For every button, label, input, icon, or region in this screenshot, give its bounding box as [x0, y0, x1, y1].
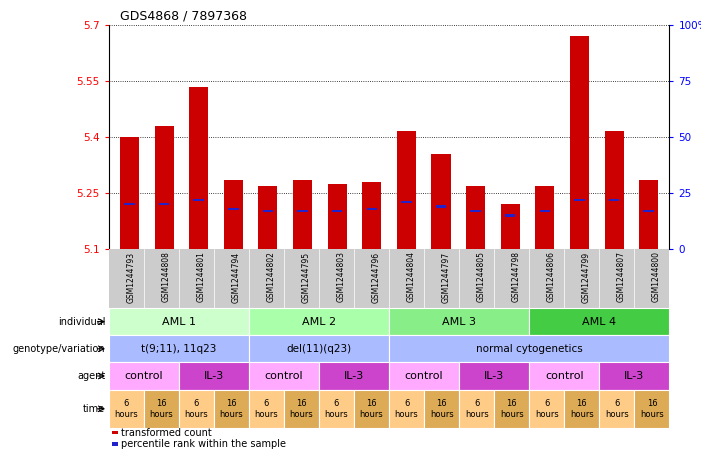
Bar — [540, 210, 550, 212]
Bar — [228, 207, 238, 210]
Text: 16
hours: 16 hours — [640, 399, 664, 419]
Text: control: control — [404, 371, 444, 381]
Text: transformed count: transformed count — [121, 428, 212, 438]
Bar — [609, 199, 619, 201]
Text: AML 1: AML 1 — [162, 317, 196, 327]
Bar — [124, 203, 135, 205]
Text: GSM1244795: GSM1244795 — [301, 251, 311, 303]
Bar — [397, 131, 416, 249]
Text: control: control — [124, 371, 163, 381]
Text: del(11)(q23): del(11)(q23) — [287, 344, 351, 354]
Bar — [259, 186, 278, 249]
Bar — [327, 184, 347, 249]
Bar — [193, 199, 204, 201]
Bar — [224, 180, 243, 249]
Text: 6
hours: 6 hours — [395, 399, 418, 419]
Text: IL-3: IL-3 — [344, 371, 364, 381]
Bar — [401, 201, 411, 203]
Text: time: time — [83, 404, 105, 414]
Bar — [536, 186, 554, 249]
Text: 16
hours: 16 hours — [500, 399, 524, 419]
Bar — [644, 210, 654, 212]
Text: GSM1244807: GSM1244807 — [617, 251, 626, 303]
Bar — [120, 137, 139, 249]
Text: 16
hours: 16 hours — [290, 399, 313, 419]
Text: agent: agent — [77, 371, 105, 381]
Text: IL-3: IL-3 — [625, 371, 644, 381]
Text: genotype/variation: genotype/variation — [13, 344, 105, 354]
Text: GSM1244794: GSM1244794 — [231, 251, 240, 303]
Text: 6
hours: 6 hours — [254, 399, 278, 419]
Bar — [505, 214, 515, 217]
Text: GSM1244808: GSM1244808 — [161, 251, 170, 302]
Text: GSM1244805: GSM1244805 — [477, 251, 486, 303]
Text: individual: individual — [57, 317, 105, 327]
Text: GSM1244800: GSM1244800 — [652, 251, 661, 303]
Text: normal cytogenetics: normal cytogenetics — [476, 344, 583, 354]
Text: percentile rank within the sample: percentile rank within the sample — [121, 439, 286, 449]
Text: GSM1244797: GSM1244797 — [442, 251, 451, 303]
Text: 6
hours: 6 hours — [605, 399, 629, 419]
Bar — [154, 126, 174, 249]
Bar — [639, 180, 658, 249]
Text: 16
hours: 16 hours — [570, 399, 594, 419]
Text: IL-3: IL-3 — [204, 371, 224, 381]
Text: 6
hours: 6 hours — [535, 399, 559, 419]
Bar — [604, 131, 624, 249]
Text: 16
hours: 16 hours — [149, 399, 173, 419]
Text: GSM1244802: GSM1244802 — [266, 251, 275, 302]
Bar — [574, 199, 585, 201]
Bar — [332, 210, 342, 212]
Text: GSM1244804: GSM1244804 — [407, 251, 416, 303]
Text: AML 2: AML 2 — [302, 317, 336, 327]
Text: GDS4868 / 7897368: GDS4868 / 7897368 — [120, 10, 247, 22]
Text: 16
hours: 16 hours — [430, 399, 454, 419]
Bar — [297, 210, 308, 212]
Text: GSM1244806: GSM1244806 — [547, 251, 556, 303]
Text: 6
hours: 6 hours — [114, 399, 138, 419]
Bar — [293, 180, 312, 249]
Bar — [189, 87, 208, 249]
Bar — [501, 204, 519, 249]
Bar — [367, 207, 377, 210]
Bar — [431, 154, 451, 249]
Text: 6
hours: 6 hours — [325, 399, 348, 419]
Text: control: control — [545, 371, 584, 381]
Bar — [436, 205, 447, 207]
Text: t(9;11), 11q23: t(9;11), 11q23 — [141, 344, 217, 354]
Text: 16
hours: 16 hours — [219, 399, 243, 419]
Bar — [159, 203, 169, 205]
Text: 6
hours: 6 hours — [184, 399, 208, 419]
Text: GSM1244803: GSM1244803 — [336, 251, 346, 303]
Bar — [570, 36, 589, 249]
Bar — [470, 210, 481, 212]
Text: GSM1244801: GSM1244801 — [196, 251, 205, 302]
Bar — [466, 186, 485, 249]
Text: AML 3: AML 3 — [442, 317, 476, 327]
Text: GSM1244793: GSM1244793 — [126, 251, 135, 303]
Text: 6
hours: 6 hours — [465, 399, 489, 419]
Bar — [263, 210, 273, 212]
Text: IL-3: IL-3 — [484, 371, 504, 381]
Text: 16
hours: 16 hours — [360, 399, 383, 419]
Text: control: control — [264, 371, 304, 381]
Text: AML 4: AML 4 — [583, 317, 616, 327]
Text: GSM1244796: GSM1244796 — [372, 251, 381, 303]
Text: GSM1244798: GSM1244798 — [512, 251, 521, 303]
Bar — [362, 182, 381, 249]
Text: GSM1244799: GSM1244799 — [582, 251, 591, 303]
